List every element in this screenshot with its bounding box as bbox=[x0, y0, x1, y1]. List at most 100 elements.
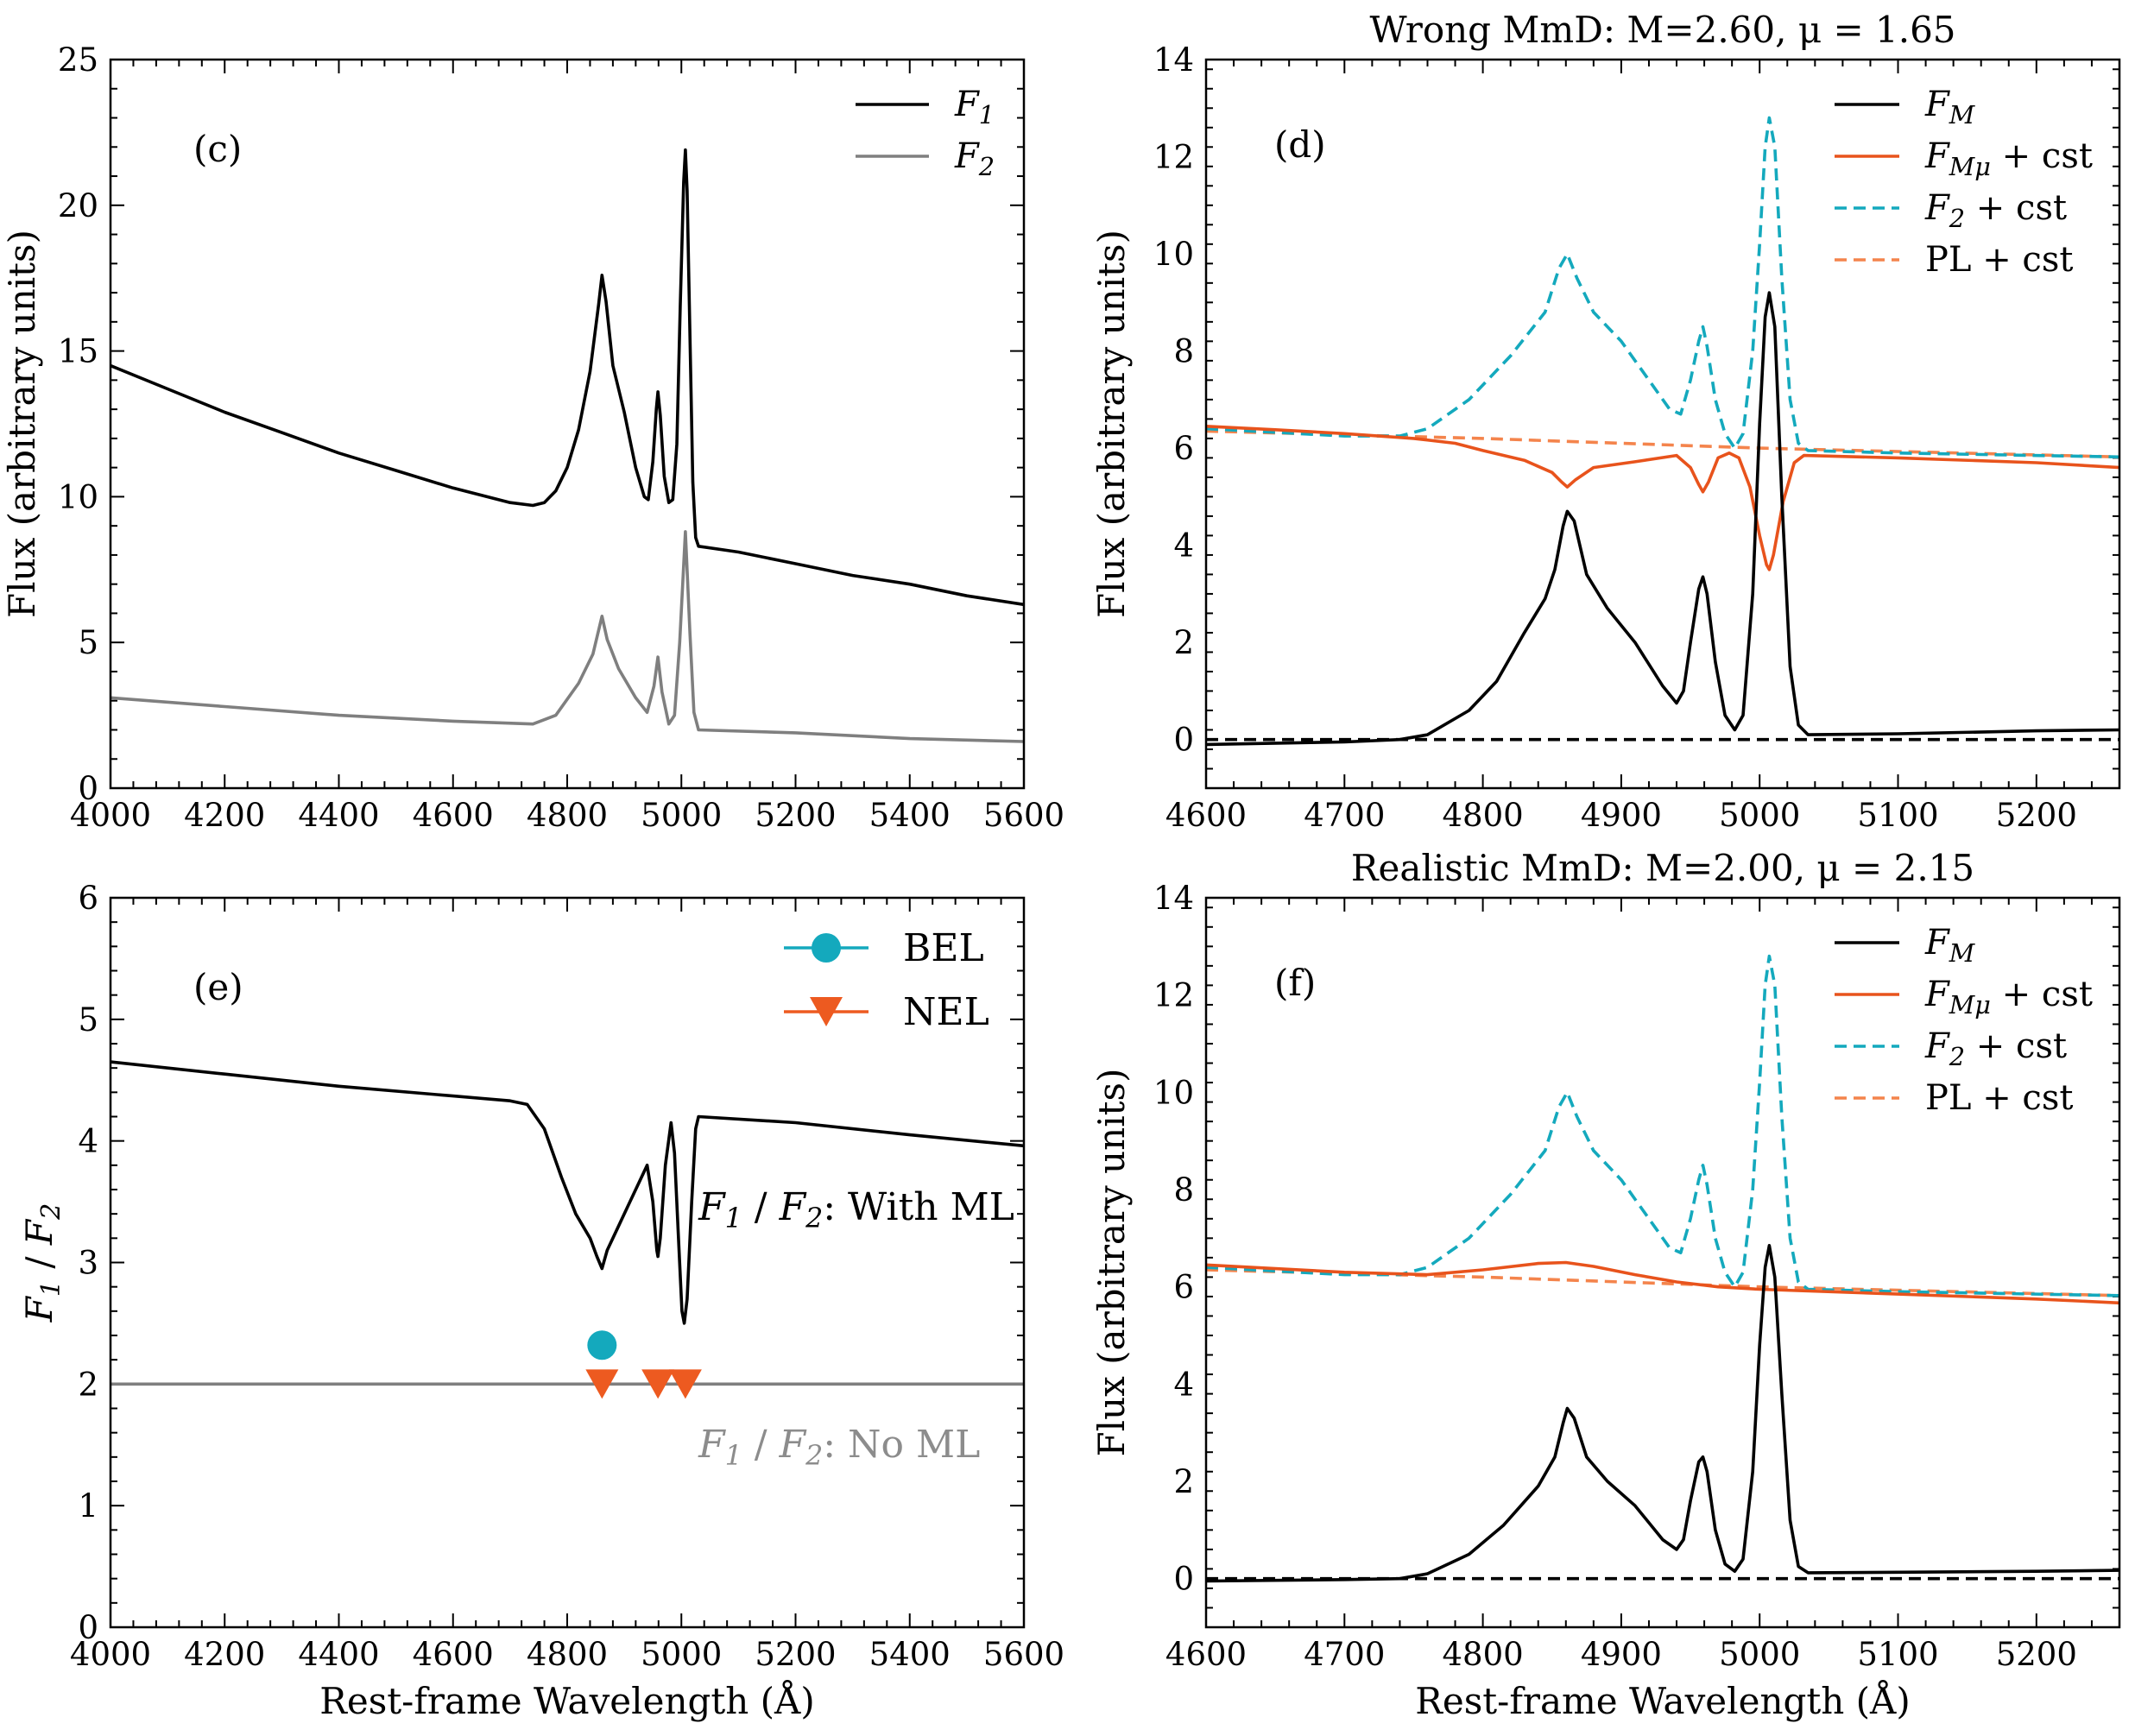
legend: FM FMμ + cst F2 + cst PL + cst bbox=[1835, 923, 2093, 1118]
panel-d: 4600 4700 4800 4900 5000 5100 5200 0 2 4 6 8 10 12 14 (… bbox=[1090, 9, 2121, 834]
y-tick-label: 20 bbox=[58, 187, 98, 224]
x-tick-label: 4800 bbox=[527, 1636, 608, 1673]
y-tick-label: 6 bbox=[1173, 1269, 1194, 1306]
y-tick-label: 5 bbox=[78, 624, 98, 661]
x-tick-label: 4000 bbox=[70, 797, 151, 834]
y-tick-label: 2 bbox=[78, 1366, 98, 1403]
annotation-with-ml: F1 / F2: With ML bbox=[698, 1185, 1014, 1234]
x-tick-label: 4800 bbox=[527, 797, 608, 834]
series-line-f1 bbox=[111, 148, 1024, 607]
legend-label-f2-cst: F2 + cst bbox=[1924, 1026, 2067, 1071]
panel-title: Wrong MmD: M=2.60, μ = 1.65 bbox=[1369, 9, 1955, 51]
panel-label: (d) bbox=[1274, 123, 1326, 166]
y-tick-label: 14 bbox=[1153, 880, 1194, 917]
x-tick-label: 4900 bbox=[1581, 797, 1662, 834]
plot-frame bbox=[1204, 58, 2121, 790]
series-line-f2-cst bbox=[1206, 116, 2119, 459]
legend-label-nel: NEL bbox=[903, 990, 989, 1034]
x-tick-label: 5200 bbox=[755, 797, 836, 834]
x-tick-label: 5000 bbox=[641, 1636, 722, 1673]
x-tick-label: 5200 bbox=[1996, 797, 2077, 834]
legend-label-fmmu-cst: FMμ + cst bbox=[1924, 975, 2093, 1020]
legend-label-fmmu-cst: FMμ + cst bbox=[1924, 136, 2093, 181]
panel-e: 4000 4200 4400 4600 4800 5000 5200 5400 5600 0 1 2 3… bbox=[18, 880, 1064, 1722]
panel-label: (c) bbox=[193, 128, 242, 170]
series-line-f2 bbox=[111, 530, 1024, 743]
plot-frame bbox=[109, 896, 1026, 1629]
x-tick-label: 4400 bbox=[298, 1636, 379, 1673]
x-tick-label: 4600 bbox=[1165, 1636, 1247, 1673]
panel-f: 4600 4700 4800 4900 5000 5100 5200 0 2 4 6 8 10 12 14 (… bbox=[1090, 847, 2121, 1722]
bel-marker bbox=[587, 1330, 617, 1360]
x-tick-label: 5000 bbox=[1719, 797, 1800, 834]
legend-label-f1: F1 bbox=[954, 85, 995, 129]
panel-label: (f) bbox=[1274, 962, 1316, 1004]
y-tick-label: 14 bbox=[1153, 41, 1194, 79]
y-tick-label: 10 bbox=[1153, 236, 1194, 273]
y-tick-label: 0 bbox=[78, 770, 98, 807]
x-tick-label: 4600 bbox=[1165, 797, 1247, 834]
x-axis-label: Rest-frame Wavelength (Å) bbox=[319, 1679, 815, 1722]
y-tick-label: 15 bbox=[58, 333, 98, 370]
y-axis-label: F1 / F2 bbox=[18, 1203, 66, 1323]
x-tick-label: 5100 bbox=[1857, 1636, 1938, 1673]
y-tick-label: 10 bbox=[1153, 1074, 1194, 1111]
axis-ticks bbox=[1205, 898, 2120, 1628]
x-tick-label: 4800 bbox=[1443, 797, 1524, 834]
panel-label: (e) bbox=[193, 966, 243, 1008]
legend: BEL NEL bbox=[784, 926, 989, 1034]
nel-marker bbox=[585, 1369, 619, 1399]
y-axis-label: Flux (arbitrary units) bbox=[1090, 1069, 1133, 1457]
legend-label-fm: FM bbox=[1924, 85, 1976, 129]
y-tick-label: 6 bbox=[1173, 430, 1194, 467]
x-tick-label: 4600 bbox=[413, 1636, 494, 1673]
legend-label-f2-cst: F2 + cst bbox=[1924, 188, 2067, 233]
y-axis-label: Flux (arbitrary units) bbox=[1, 230, 43, 618]
y-tick-label: 4 bbox=[78, 1123, 98, 1160]
y-tick-label: 2 bbox=[1173, 624, 1194, 661]
x-tick-label: 4900 bbox=[1581, 1636, 1662, 1673]
legend-marker-nel bbox=[810, 997, 843, 1026]
plot-frame bbox=[1204, 896, 2121, 1629]
y-tick-label: 6 bbox=[78, 880, 98, 917]
legend-marker-bel bbox=[812, 933, 841, 963]
series-line-fm bbox=[1206, 291, 2119, 747]
y-tick-label: 25 bbox=[58, 41, 98, 79]
legend-label-fm: FM bbox=[1924, 923, 1976, 968]
nel-marker bbox=[641, 1369, 675, 1399]
nel-marker bbox=[668, 1369, 702, 1399]
legend-label-bel: BEL bbox=[903, 926, 984, 970]
series-line-fm bbox=[1206, 1244, 2119, 1583]
y-tick-label: 0 bbox=[78, 1609, 98, 1646]
y-tick-label: 4 bbox=[1173, 1366, 1194, 1403]
series-line-with-ml bbox=[111, 1060, 1024, 1325]
legend-label-pl-cst: PL + cst bbox=[1925, 1078, 2073, 1118]
y-tick-label: 3 bbox=[78, 1245, 98, 1282]
panel-c: 4000 4200 4400 4600 4800 5000 5200 5400 5600 0 5 10… bbox=[1, 41, 1064, 834]
x-tick-label: 5000 bbox=[641, 797, 722, 834]
x-tick-label: 4400 bbox=[298, 797, 379, 834]
y-axis-label: Flux (arbitrary units) bbox=[1090, 230, 1133, 618]
x-tick-label: 5400 bbox=[869, 797, 951, 834]
y-tick-label: 12 bbox=[1153, 139, 1194, 176]
x-axis-label: Rest-frame Wavelength (Å) bbox=[1415, 1679, 1911, 1722]
x-tick-label: 4800 bbox=[1443, 1636, 1524, 1673]
y-tick-label: 8 bbox=[1173, 1171, 1194, 1209]
x-tick-label: 5200 bbox=[1996, 1636, 2077, 1673]
x-tick-label: 4600 bbox=[413, 797, 494, 834]
series-line-fmmu-cst bbox=[1206, 425, 2119, 571]
x-tick-label: 4200 bbox=[184, 797, 265, 834]
panel-title: Realistic MmD: M=2.00, μ = 2.15 bbox=[1351, 847, 1974, 889]
y-tick-label: 4 bbox=[1173, 527, 1194, 565]
y-tick-label: 12 bbox=[1153, 977, 1194, 1014]
legend: FM FMμ + cst F2 + cst PL + cst bbox=[1835, 85, 2093, 280]
y-tick-label: 0 bbox=[1173, 722, 1194, 759]
x-tick-label: 5200 bbox=[755, 1636, 836, 1673]
axis-ticks bbox=[110, 897, 1025, 1628]
axis-ticks bbox=[110, 59, 1025, 789]
series-line-f2-cst bbox=[1206, 954, 2119, 1297]
series-line-fmmu-cst bbox=[1206, 1260, 2119, 1305]
x-tick-label: 5600 bbox=[983, 797, 1064, 834]
plot-frame bbox=[109, 58, 1026, 790]
annotation-no-ml: F1 / F2: No ML bbox=[698, 1423, 980, 1472]
